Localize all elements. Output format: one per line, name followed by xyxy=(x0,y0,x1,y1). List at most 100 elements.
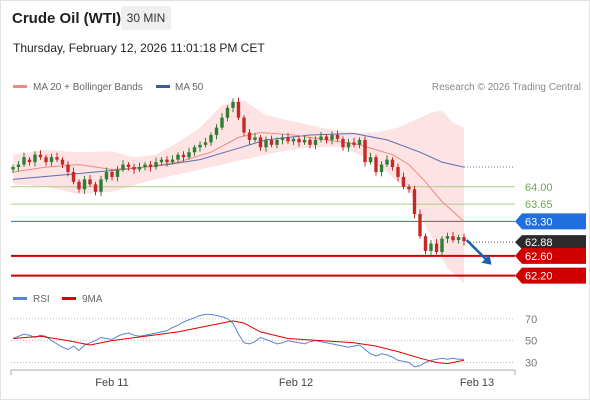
candle-body xyxy=(66,164,70,172)
candle-body xyxy=(60,159,65,165)
candle xyxy=(302,135,307,145)
candle-body xyxy=(324,136,329,140)
candle xyxy=(159,157,164,166)
timeframe-button[interactable]: 30 MIN xyxy=(121,6,171,30)
candle-body xyxy=(363,139,367,163)
rsi-panel: RSI 9MA 70 50 30 xyxy=(11,294,537,370)
candle-body xyxy=(143,164,147,168)
candle-body xyxy=(379,164,384,172)
candle-body xyxy=(313,139,318,145)
candle-body xyxy=(214,127,219,135)
candle xyxy=(236,97,241,121)
legend-label-ma20: MA 20 + Bollinger Bands xyxy=(33,82,143,93)
arrow-shaft xyxy=(465,239,489,262)
candle-body xyxy=(71,171,76,182)
candle xyxy=(220,113,224,131)
legend-swatch-rsi xyxy=(13,297,27,300)
candle-body xyxy=(253,137,257,140)
candle xyxy=(462,233,466,246)
candle-body xyxy=(236,101,241,118)
candle-body xyxy=(231,101,235,108)
rsi-tick-label: 70 xyxy=(525,314,537,326)
level-tag xyxy=(515,213,586,230)
level-labels: 64.00 63.65 63.30 62.88 62.60 62.20 xyxy=(515,182,586,284)
candle-body xyxy=(38,154,43,158)
candle xyxy=(55,152,59,163)
candle-body xyxy=(418,213,422,237)
candle-body xyxy=(110,171,114,177)
candle xyxy=(198,141,202,152)
rsi-tick-label: 30 xyxy=(525,358,537,370)
candle xyxy=(253,132,257,143)
candle xyxy=(82,175,87,194)
candle xyxy=(11,164,15,173)
candle-body xyxy=(198,144,202,148)
price-legend: MA 20 + Bollinger Bands MA 50 Research © 2… xyxy=(13,82,581,93)
candle-body xyxy=(49,157,54,163)
candle xyxy=(374,154,378,176)
forecast-arrow xyxy=(465,239,492,265)
candle-body xyxy=(154,162,158,168)
candle-body xyxy=(16,164,21,168)
legend-swatch-9ma xyxy=(62,297,76,300)
candle-body xyxy=(319,136,323,140)
candle-body xyxy=(148,164,153,168)
candle-body xyxy=(269,139,274,145)
candle xyxy=(60,157,65,169)
candle-body xyxy=(368,157,373,163)
candle-body xyxy=(302,139,307,143)
candle xyxy=(203,137,208,148)
candle-body xyxy=(11,167,15,170)
candle xyxy=(396,163,400,182)
candle xyxy=(407,184,411,193)
candle xyxy=(99,175,103,197)
candle xyxy=(247,129,252,145)
candle-body xyxy=(104,171,109,180)
candle xyxy=(291,136,296,145)
candle xyxy=(440,236,444,256)
candle xyxy=(264,136,268,152)
candle xyxy=(214,124,219,140)
legend-label-rsi: RSI xyxy=(33,294,50,305)
rsi-line xyxy=(12,313,464,368)
x-tick-label: Feb 12 xyxy=(279,377,313,389)
candle xyxy=(38,150,43,160)
candle-body xyxy=(33,154,37,163)
candle-body xyxy=(456,237,461,241)
candle xyxy=(192,144,197,156)
candle-body xyxy=(346,142,351,148)
candle xyxy=(148,161,153,172)
candle xyxy=(170,155,175,165)
candle-body xyxy=(99,179,103,192)
candle xyxy=(412,185,417,219)
candle-body xyxy=(412,189,417,214)
candle-body xyxy=(423,236,428,251)
candle-body xyxy=(341,138,345,148)
candle-body xyxy=(357,139,362,145)
candle xyxy=(390,157,395,171)
candle xyxy=(258,134,263,151)
legend-label-ma50: MA 50 xyxy=(175,82,204,93)
candle xyxy=(451,231,455,243)
candle-body xyxy=(181,154,186,158)
candle xyxy=(269,135,274,148)
candle xyxy=(44,154,48,166)
arrow-head xyxy=(481,254,492,265)
candle xyxy=(297,135,301,147)
candle-body xyxy=(126,164,131,168)
candle xyxy=(385,155,389,168)
candle xyxy=(346,138,351,152)
candle xyxy=(115,166,120,182)
timestamp: Thursday, February 12, 2026 11:01:18 PM … xyxy=(13,41,265,55)
candle-body xyxy=(137,167,142,170)
candle xyxy=(456,234,461,244)
candle xyxy=(16,161,21,172)
candle-body xyxy=(280,137,285,140)
candle-body xyxy=(434,243,439,252)
candle xyxy=(286,132,290,144)
candle xyxy=(165,156,169,167)
candle xyxy=(126,162,131,171)
x-axis: Feb 11 Feb 12 Feb 13 xyxy=(10,369,516,389)
candle-body xyxy=(115,169,120,177)
